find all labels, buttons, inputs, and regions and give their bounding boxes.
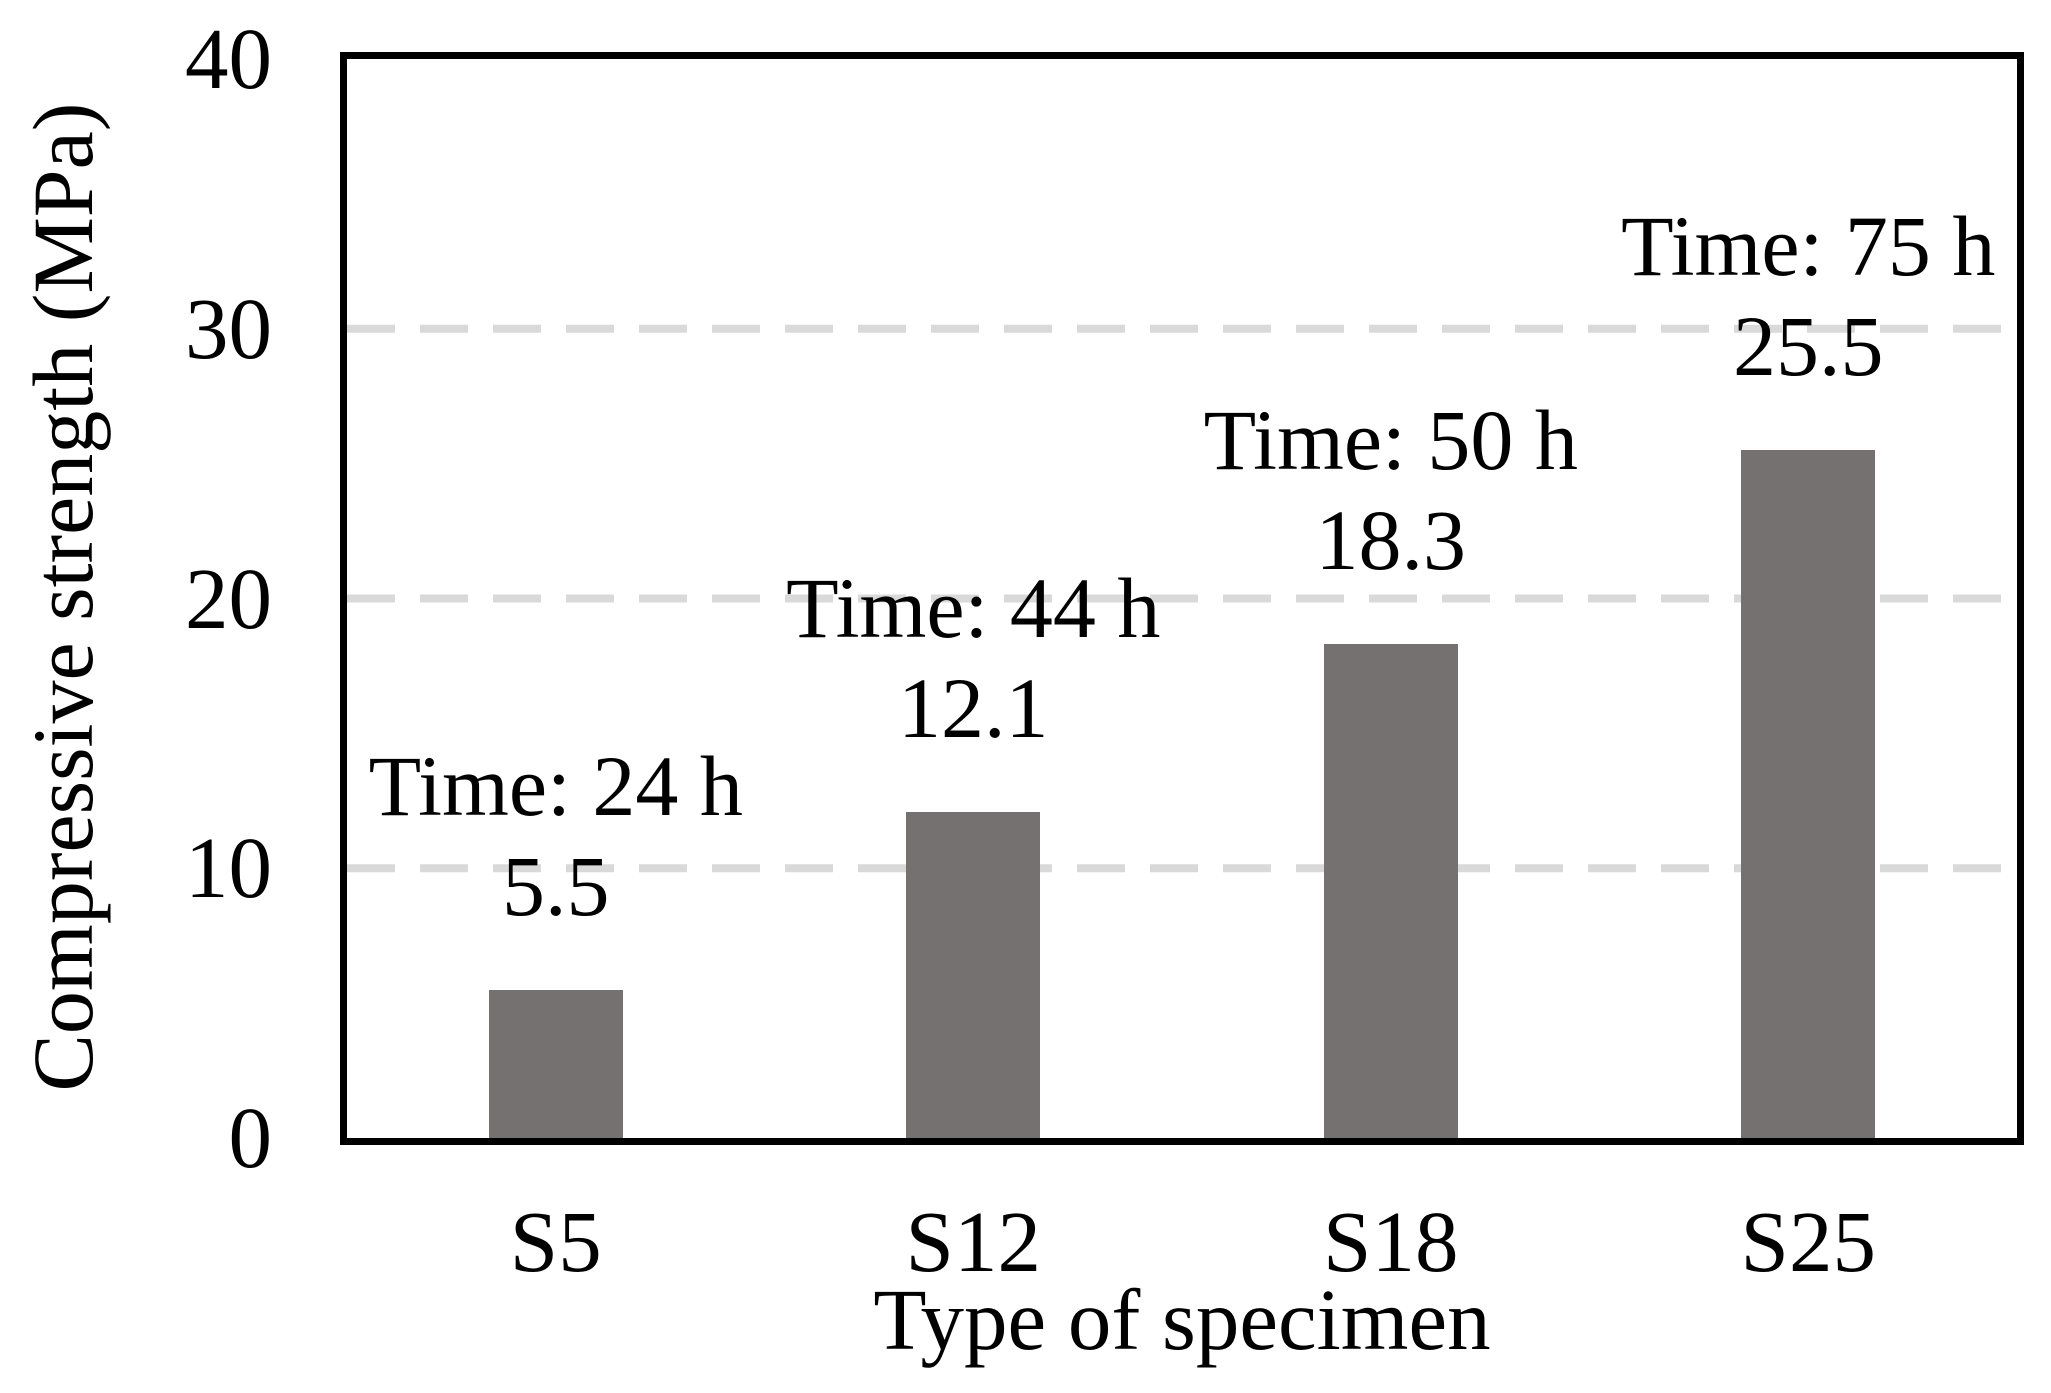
time-annotation: Time: 50 h — [1203, 392, 1578, 489]
time-annotation: Time: 75 h — [1621, 198, 1996, 295]
value-annotation: 5.5 — [502, 837, 610, 934]
bar-label-s12: Time: 44 h 12.1 — [786, 558, 1160, 758]
bar-label-s25: Time: 75 h 25.5 — [1621, 196, 1995, 396]
value-annotation: 25.5 — [1733, 298, 1884, 395]
bar-label-s18: Time: 50 h 18.3 — [1204, 390, 1578, 590]
y-tick-label-0: 0 — [228, 1089, 273, 1186]
bar-s12 — [906, 811, 1041, 1138]
y-axis-title: Compressive strength (MPa) — [15, 102, 111, 1092]
bar-s18 — [1323, 644, 1458, 1138]
time-annotation: Time: 24 h — [368, 737, 743, 834]
x-tick-label-s12: S12 — [905, 1193, 1041, 1290]
plot-frame — [340, 52, 2024, 1145]
x-tick-label-s18: S18 — [1323, 1193, 1459, 1290]
value-annotation: 18.3 — [1315, 492, 1467, 589]
y-tick-label-40: 40 — [185, 10, 272, 107]
bar-s5 — [488, 989, 623, 1138]
x-tick-label-s5: S5 — [509, 1193, 602, 1290]
y-tick-label-20: 20 — [185, 549, 272, 647]
value-annotation: 12.1 — [898, 659, 1049, 756]
y-tick-label-30: 30 — [185, 279, 272, 377]
bar-s25 — [1741, 450, 1876, 1138]
x-axis-title: Type of specimen — [873, 1271, 1491, 1368]
bar-label-s5: Time: 24 h 5.5 — [369, 736, 743, 936]
time-annotation: Time: 44 h — [786, 559, 1161, 656]
x-tick-label-s25: S25 — [1740, 1193, 1876, 1290]
y-tick-label-10: 10 — [185, 819, 272, 917]
